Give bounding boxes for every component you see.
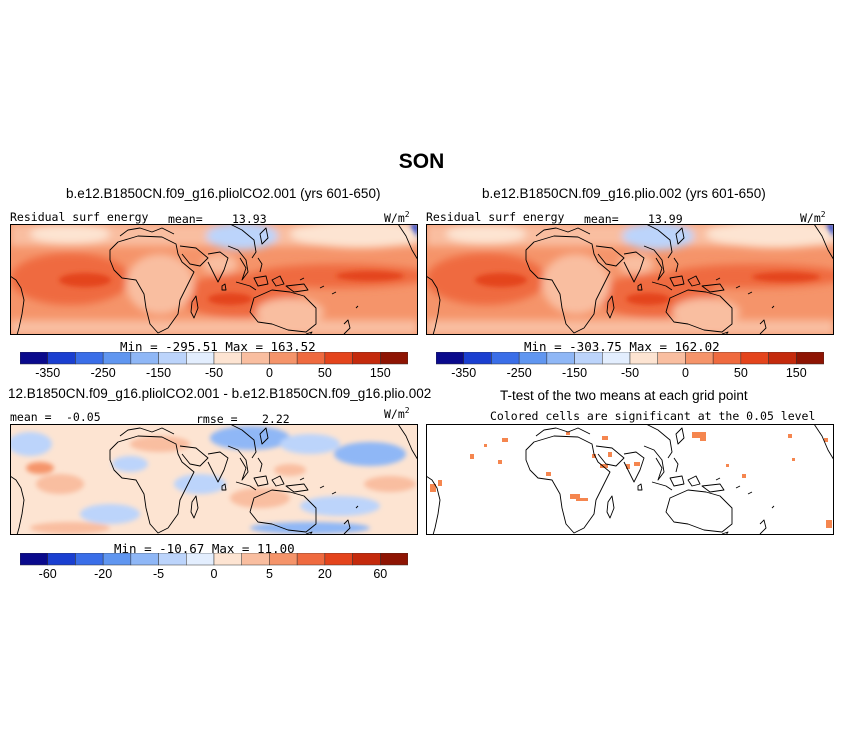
colorbar-swatch bbox=[102, 553, 132, 566]
colorbar-swatch bbox=[324, 352, 353, 365]
colorbar-tick-label: -150 bbox=[562, 366, 587, 380]
page-title: SON bbox=[398, 150, 445, 173]
colorbar-tick-label: 150 bbox=[370, 366, 391, 380]
colorbar-swatch bbox=[158, 352, 187, 365]
colorbar-swatch bbox=[158, 553, 187, 566]
colorbar-swatch bbox=[546, 352, 575, 365]
colorbar-swatch bbox=[20, 352, 48, 365]
colorbar-tick-label: -60 bbox=[39, 567, 57, 581]
colorbar-tick-label: 5 bbox=[266, 567, 273, 581]
panel3-minmax: Min = -10.67 Max = 11.00 bbox=[114, 541, 295, 556]
colorbar-tick-label: 60 bbox=[373, 567, 387, 581]
colorbar-swatch bbox=[213, 553, 242, 566]
panel3-colorbar: -60 -20 -5 0 5 20 60 bbox=[20, 553, 408, 581]
panel1-colorbar: -350 -250 -150 -50 0 50 150 bbox=[20, 352, 408, 380]
colorbar-swatch bbox=[712, 352, 742, 365]
colorbar-swatch bbox=[574, 352, 603, 365]
panel2-units: W/m2 bbox=[800, 210, 826, 225]
panel3-mean-label: mean = bbox=[10, 410, 52, 424]
colorbar-tick-label: -250 bbox=[507, 366, 532, 380]
colorbar-tick-label: 20 bbox=[318, 567, 332, 581]
colorbar-swatch bbox=[685, 352, 714, 365]
panel2-colorbar: -350 -250 -150 -50 0 50 150 bbox=[436, 352, 824, 380]
panel1-mean-value: 13.93 bbox=[232, 212, 267, 226]
panel2-mean-label: mean= bbox=[584, 212, 619, 226]
panel1-title: b.e12.B1850CN.f09_g16.pliolCO2.001 (yrs … bbox=[66, 186, 381, 201]
colorbar-swatch bbox=[186, 553, 215, 566]
panel2-variable: Residual surf energy bbox=[426, 210, 565, 224]
colorbar-swatch bbox=[740, 352, 769, 365]
colorbar-tick-label: -5 bbox=[153, 567, 164, 581]
panel4-map bbox=[426, 424, 834, 535]
panel1-units: W/m2 bbox=[384, 210, 410, 225]
colorbar-swatch bbox=[602, 352, 631, 365]
colorbar-tick-label: -350 bbox=[35, 366, 60, 380]
colorbar-swatch bbox=[380, 352, 408, 365]
panel4-subtitle: Colored cells are significant at the 0.0… bbox=[490, 409, 816, 423]
colorbar-swatch bbox=[20, 553, 48, 566]
colorbar-swatch bbox=[269, 553, 298, 566]
colorbar-tick-label: 150 bbox=[786, 366, 807, 380]
panel1-map bbox=[10, 224, 418, 335]
panel1-units-exp: 2 bbox=[404, 210, 410, 219]
panel3-map bbox=[10, 424, 418, 535]
colorbar-swatch bbox=[324, 553, 353, 566]
colorbar-swatch bbox=[47, 553, 76, 566]
colorbar-swatch bbox=[130, 553, 159, 566]
panel2-map bbox=[426, 224, 834, 335]
panel2-units-exp: 2 bbox=[820, 210, 826, 219]
colorbar-swatch bbox=[296, 553, 326, 566]
colorbar-swatch bbox=[352, 553, 381, 566]
panel3-units-base: W/m bbox=[384, 406, 405, 421]
colorbar-swatch bbox=[75, 352, 104, 365]
colorbar-swatch bbox=[241, 352, 270, 365]
panel3-units-exp: 2 bbox=[404, 406, 410, 415]
colorbar-swatch bbox=[241, 553, 270, 566]
colorbar-tick-label: -20 bbox=[94, 567, 112, 581]
colorbar-swatch bbox=[47, 352, 76, 365]
colorbar-swatch bbox=[75, 553, 104, 566]
colorbar-tick-label: 50 bbox=[318, 366, 332, 380]
colorbar-swatch bbox=[518, 352, 548, 365]
panel1-minmax: Min = -295.51 Max = 163.52 bbox=[120, 339, 316, 354]
colorbar-swatch bbox=[213, 352, 242, 365]
colorbar-swatch bbox=[629, 352, 658, 365]
colorbar-swatch bbox=[436, 352, 464, 365]
colorbar-tick-label: -50 bbox=[205, 366, 223, 380]
colorbar-tick-label: -150 bbox=[146, 366, 171, 380]
panel1-units-base: W/m bbox=[384, 210, 405, 225]
colorbar-tick-label: 0 bbox=[266, 366, 273, 380]
panel2-units-base: W/m bbox=[800, 210, 821, 225]
panel1-variable: Residual surf energy bbox=[10, 210, 149, 224]
panel3-rmse-label: rmse = bbox=[196, 412, 238, 426]
panel4-title: T-test of the two means at each grid poi… bbox=[500, 388, 748, 403]
panel1-mean-label: mean= bbox=[168, 212, 203, 226]
colorbar-swatch bbox=[296, 352, 326, 365]
panel3-title: 12.B1850CN.f09_g16.pliolCO2.001 - b.e12.… bbox=[8, 386, 432, 401]
panel3-rmse-value: 2.22 bbox=[262, 412, 290, 426]
panel2-title: b.e12.B1850CN.f09_g16.plio.002 (yrs 601-… bbox=[482, 186, 766, 201]
colorbar-swatch bbox=[768, 352, 797, 365]
colorbar-tick-label: 50 bbox=[734, 366, 748, 380]
colorbar-tick-label: -350 bbox=[451, 366, 476, 380]
colorbar-swatch bbox=[380, 553, 408, 566]
colorbar-swatch bbox=[491, 352, 520, 365]
colorbar-tick-label: 0 bbox=[682, 366, 689, 380]
colorbar-tick-label: -50 bbox=[621, 366, 639, 380]
panel2-mean-value: 13.99 bbox=[648, 212, 683, 226]
colorbar-swatch bbox=[269, 352, 298, 365]
colorbar-swatch bbox=[796, 352, 824, 365]
colorbar-swatch bbox=[130, 352, 159, 365]
colorbar-swatch bbox=[657, 352, 686, 365]
colorbar-swatch bbox=[463, 352, 492, 365]
panel3-units: W/m2 bbox=[384, 406, 410, 421]
colorbar-swatch bbox=[352, 352, 381, 365]
colorbar-swatch bbox=[186, 352, 215, 365]
panel3-mean-value: -0.05 bbox=[66, 410, 101, 424]
colorbar-tick-label: -250 bbox=[91, 366, 116, 380]
colorbar-swatch bbox=[102, 352, 132, 365]
panel2-minmax: Min = -303.75 Max = 162.02 bbox=[524, 339, 720, 354]
colorbar-tick-label: 0 bbox=[211, 567, 218, 581]
